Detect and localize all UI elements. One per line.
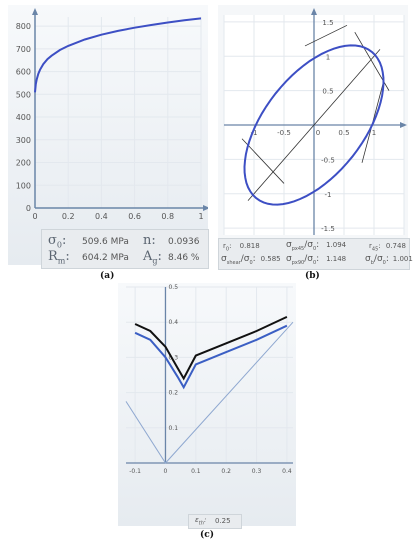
r0-label: r0: 0.818 — [223, 242, 260, 253]
x-tick-label: 1 — [198, 212, 203, 221]
px90-label: σpx90/σ0: 1.148 — [286, 254, 347, 266]
r45-value: 0.748 — [385, 242, 406, 250]
caption-a: (a) — [100, 271, 115, 281]
x-axis-arrow — [203, 205, 208, 211]
x-tick-label: -1 — [251, 129, 258, 137]
x-tick-label: 0.5 — [338, 129, 349, 137]
flc-series-3 — [125, 321, 294, 464]
sigmab-label: σb/σ0: 1.001 — [365, 254, 413, 266]
info-box-a: σ0: 509.6 MPa n: 0.0936 Rm: 604.2 MPa Ag… — [41, 229, 209, 269]
x-tick-label: 0.4 — [282, 468, 292, 475]
x-tick-label: 1 — [372, 129, 376, 137]
y-tick-label: 500 — [16, 90, 31, 99]
y-tick-label: 0 — [26, 204, 31, 213]
shear-value: 0.585 — [260, 255, 281, 263]
info-box-c: εth: 0.25 — [188, 514, 242, 529]
chart-a: 0 100 200 300 400 500 600 700 800 0 0.2 0.4 0.6 0.8 1 — [16, 8, 208, 221]
tangent-line — [304, 24, 348, 47]
x-tick-label: 0 — [316, 129, 320, 137]
tangent-line — [241, 138, 285, 184]
px45-value: 1.094 — [326, 241, 347, 249]
sigma0-value: 509.6 MPa — [82, 237, 129, 247]
n-value: 0.0936 — [168, 237, 200, 247]
y-tick-label: 0.5 — [322, 88, 333, 96]
eth-value: 0.25 — [215, 517, 231, 525]
sigma0-label: σ0: — [48, 233, 67, 250]
y-tick-label: 0.3 — [168, 354, 178, 361]
x-tick-label: 0.3 — [252, 468, 262, 475]
x-tick-label: 0.1 — [191, 468, 201, 475]
panel-c: -0.1 0 0.1 0.2 0.3 0.4 0.1 0.2 0.3 0.4 0.5 εth: 0.… — [118, 283, 296, 529]
yield-locus — [243, 44, 385, 206]
x-tick-label: -0.5 — [277, 129, 291, 137]
px90-value: 1.148 — [326, 255, 347, 263]
ag-value: 8.46 % — [168, 253, 200, 263]
rm-label: Rm: — [48, 249, 70, 266]
shear-label: σshear/σ0: 0.585 — [221, 254, 281, 266]
y-tick-label: 0.1 — [168, 425, 178, 432]
y-tick-label: 0.4 — [168, 319, 178, 326]
r45-label: r45: 0.748 — [369, 242, 406, 253]
eth-label: εth: — [195, 516, 207, 527]
flc-series-1 — [134, 315, 288, 381]
y-tick-label: 100 — [16, 181, 31, 190]
y-axis-arrow — [32, 8, 38, 15]
panel-a: 0 100 200 300 400 500 600 700 800 0 0.2 0.4 0.6 0.8 1 … — [8, 5, 209, 269]
x-tick-label: 0 — [32, 212, 37, 221]
y-tick-label: 800 — [16, 22, 31, 31]
chart-b: -1 -0.5 0 0.5 1 -1.5 -1 -0.5 0.5 1 1.5 — [223, 8, 407, 235]
r0-value: 0.818 — [239, 242, 260, 250]
caption-b: (b) — [305, 271, 320, 281]
x-tick-label: 0 — [164, 468, 168, 475]
x-tick-label: 0.2 — [221, 468, 231, 475]
chart-c: -0.1 0 0.1 0.2 0.3 0.4 0.1 0.2 0.3 0.4 0.5 — [125, 284, 294, 475]
info-box-b: r0: 0.818 σpx45/σ0: 1.094 r45: 0.748 σsh… — [218, 238, 413, 270]
y-tick-label: -1.5 — [321, 225, 335, 233]
panel-b: -1 -0.5 0 0.5 1 -1.5 -1 -0.5 0.5 1 1.5 r0: 0.818 σ… — [218, 5, 413, 270]
y-tick-label: 300 — [16, 136, 31, 145]
px45-label: σpx45/σ0: 1.094 — [286, 240, 347, 252]
flow-curve — [34, 17, 202, 93]
y-tick-label: 200 — [16, 159, 31, 168]
y-tick-label: 700 — [16, 45, 31, 54]
n-label: n: — [143, 233, 156, 248]
x-tick-label: -0.1 — [129, 468, 141, 475]
x-tick-label: 0.2 — [62, 212, 75, 221]
x-tick-label: 0.6 — [128, 212, 141, 221]
diagonal-line — [247, 49, 381, 201]
y-tick-label: -1 — [325, 191, 332, 199]
y-tick-label: 0.5 — [168, 284, 178, 291]
y-tick-label: 1 — [326, 53, 330, 61]
x-tick-label: 0.8 — [161, 212, 174, 221]
sigmab-value: 1.001 — [392, 255, 413, 263]
y-tick-label: 400 — [16, 113, 31, 122]
y-tick-label: -0.5 — [321, 156, 335, 164]
y-axis-arrow — [311, 8, 317, 15]
x-axis-arrow — [400, 122, 407, 128]
ag-label: Ag: — [143, 249, 162, 266]
caption-c: (c) — [200, 530, 214, 540]
x-tick-label: 0.4 — [95, 212, 108, 221]
y-tick-label: 0.2 — [168, 390, 178, 397]
y-tick-label: 600 — [16, 68, 31, 77]
flc-series-2 — [134, 324, 288, 390]
y-tick-label: 1.5 — [322, 19, 333, 27]
rm-value: 604.2 MPa — [82, 253, 129, 263]
